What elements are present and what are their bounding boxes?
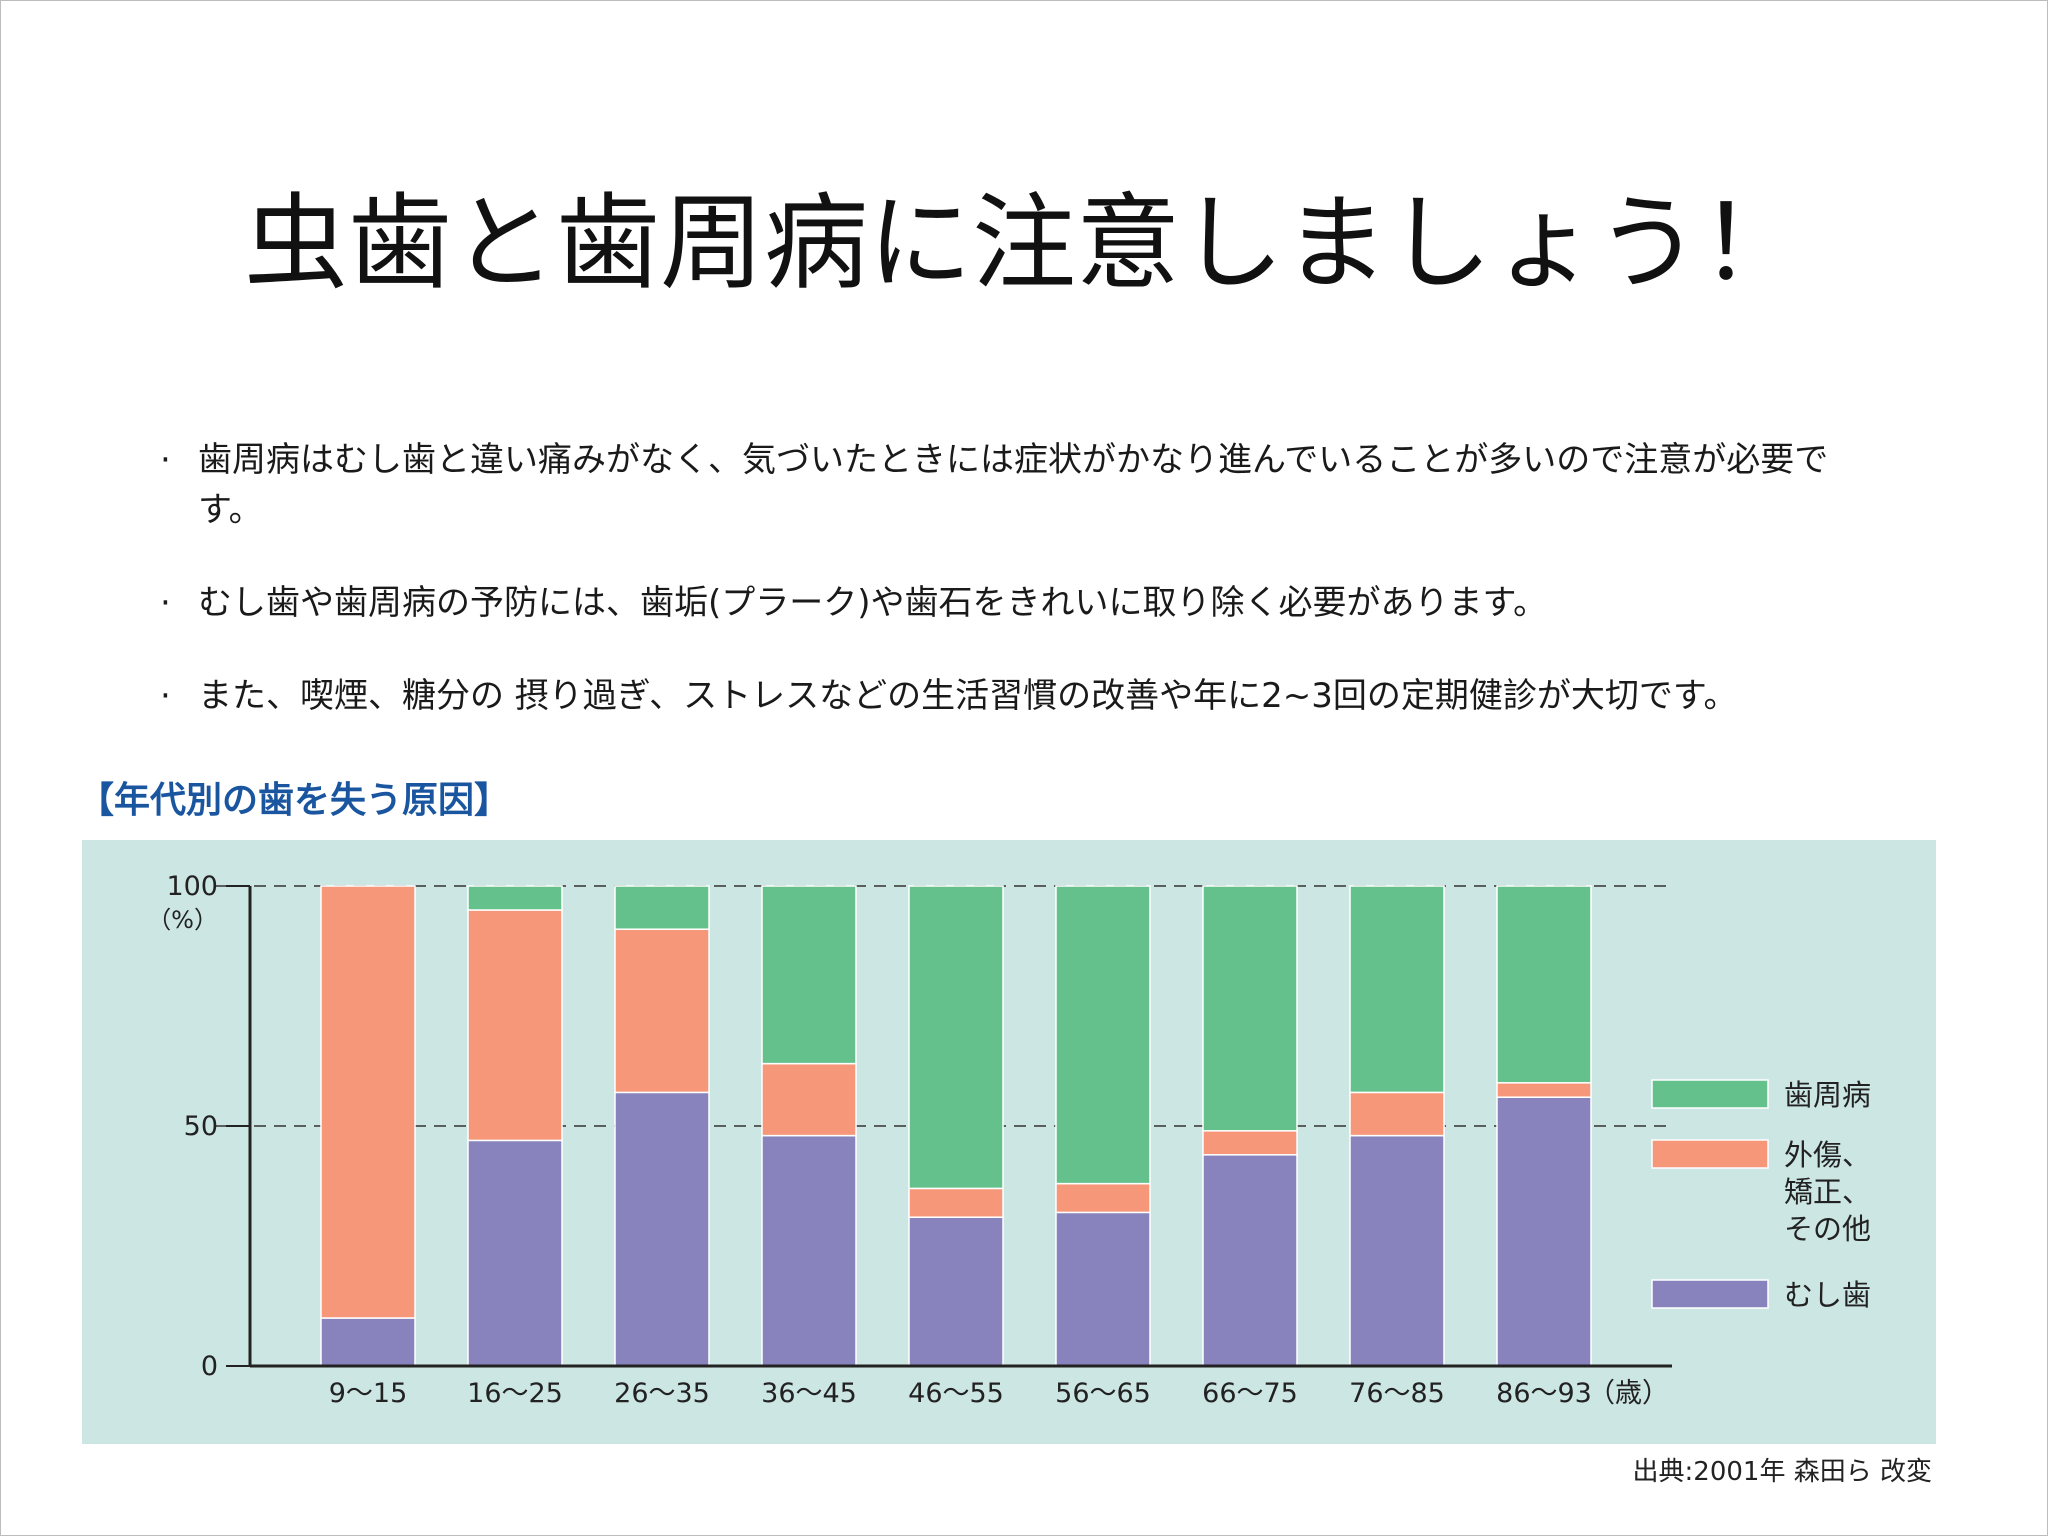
x-tick-label-0: 9〜15 [329,1378,408,1409]
bar-8-series-2 [1496,885,1592,1084]
legend-swatch-2 [1651,1279,1769,1309]
legend-label-1: 外傷、矯正、その他 [1784,1138,1871,1246]
bar-7-series-0 [1349,1134,1445,1367]
legend-label-0: 歯周病 [1784,1078,1871,1112]
x-tick-label-6: 66〜75 [1202,1378,1298,1409]
bullet-item-1: 歯周病はむし歯と違い痛みがなく、気づいたときには症状がかなり進んでいることが多い… [160,435,1880,535]
page-title: 虫歯と歯周病に注意しましょう！ [243,182,1804,304]
bar-1-series-0 [467,1139,563,1367]
bar-5-series-1 [1055,1182,1151,1214]
bar-5-series-2 [1055,885,1151,1185]
bullet-item-3: また、喫煙、糖分の 摂り過ぎ、ストレスなどの生活習慣の改善や年に2~3回の定期健… [160,671,1880,721]
stacked-bar-chart: 9〜15 16〜25 26〜35 36〜45 46〜55 56〜65 66〜75 76〜85 8… [147,871,1871,1409]
bar-1-series-1 [467,909,563,1142]
y-tick-label-0: 0 [201,1351,218,1382]
x-tick-label-7: 76〜85 [1349,1378,1445,1409]
bar-5-series-0 [1055,1211,1151,1367]
x-tick-label-2: 26〜35 [614,1378,710,1409]
legend-swatch-1 [1651,1139,1769,1169]
x-tick-label-5: 56〜65 [1055,1378,1151,1409]
x-tick-label-8: 86〜93 [1496,1378,1592,1409]
bar-0-series-0 [320,1317,416,1367]
legend-swatch-0 [1651,1079,1769,1109]
bar-4-series-1 [908,1187,1004,1218]
chart-panel: 9〜15 16〜25 26〜35 36〜45 46〜55 56〜65 66〜75 76〜85 8… [82,840,1936,1444]
x-unit-label: （歳） [1588,1378,1669,1409]
y-tick-label-100: 100 [166,871,218,902]
x-tick-label-4: 46〜55 [908,1378,1004,1409]
bar-7-series-1 [1349,1091,1445,1137]
y-unit-label: （%） [147,906,218,934]
chart-heading: 【年代別の歯を失う原因】 [78,780,511,821]
bar-3-series-0 [761,1134,857,1367]
bar-8-series-0 [1496,1096,1592,1367]
bar-4-series-0 [908,1216,1004,1367]
bar-3-series-1 [761,1062,857,1137]
bar-6-series-1 [1202,1130,1298,1156]
x-tick-label-3: 36〜45 [761,1378,857,1409]
bullet-item-2: むし歯や歯周病の予防には、歯垢(プラーク)や歯石をきれいに取り除く必要があります… [160,578,1880,628]
bar-4-series-2 [908,885,1004,1190]
bar-8-series-1 [1496,1082,1592,1098]
source-citation: 出典:2001年 森田ら 改変 [1632,1457,1932,1487]
y-tick-label-50: 50 [184,1111,218,1142]
bar-2-series-0 [614,1091,710,1367]
bar-6-series-0 [1202,1154,1298,1367]
bar-1-series-2 [467,885,563,911]
bullet-list: 歯周病はむし歯と違い痛みがなく、気づいたときには症状がかなり進んでいることが多い… [160,435,1880,764]
bar-7-series-2 [1349,885,1445,1094]
bar-2-series-1 [614,928,710,1094]
legend-label-2: むし歯 [1784,1278,1871,1312]
bar-6-series-2 [1202,885,1298,1132]
bar-3-series-2 [761,885,857,1065]
bar-0-series-1 [320,885,416,1319]
x-tick-label-1: 16〜25 [467,1378,563,1409]
bar-2-series-2 [614,885,710,930]
